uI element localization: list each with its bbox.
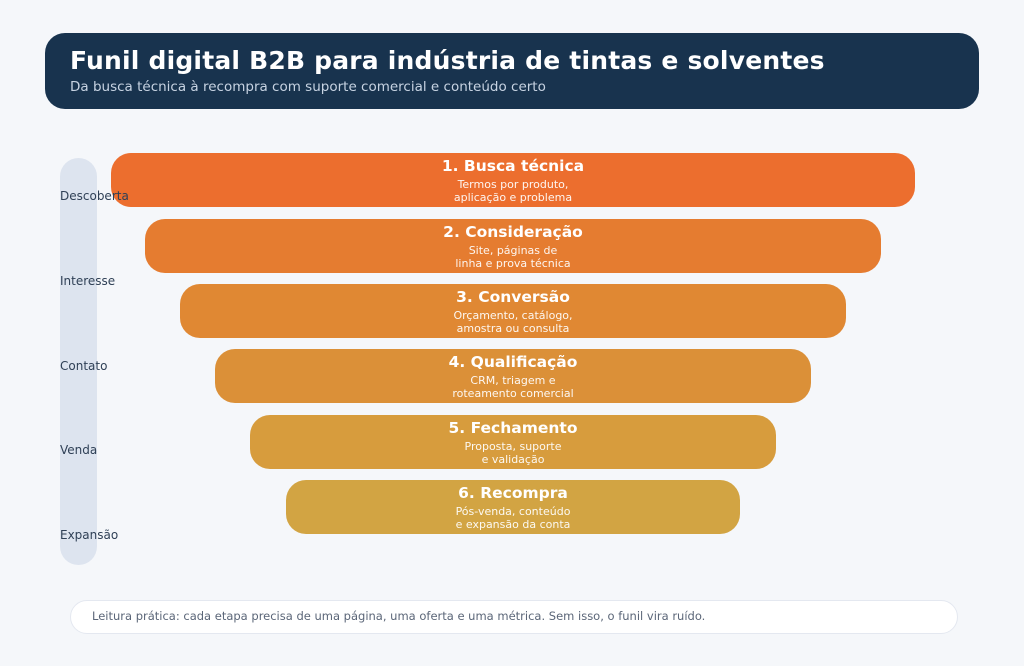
funnel-stage-recompra: 6. Recompra Pós-venda, conteúdo e expans… — [286, 480, 740, 534]
funnel-stage-subtitle: Orçamento, catálogo, amostra ou consulta — [453, 308, 573, 335]
funnel-stage-fechamento: 5. Fechamento Proposta, suporte e valida… — [250, 415, 776, 469]
funnel-stage-subtitle: Proposta, suporte e validação — [464, 439, 562, 466]
stage-rail — [60, 158, 97, 565]
rail-label-interesse: Interesse — [60, 274, 116, 288]
funnel-stage-title: 2. Consideração — [443, 222, 583, 241]
footnote-text: Leitura prática: cada etapa precisa de u… — [92, 609, 706, 624]
funnel-stage-title: 4. Qualificação — [448, 352, 578, 371]
funnel-stage-subtitle: CRM, triagem e roteamento comercial — [452, 373, 574, 400]
page-title: Funil digital B2B para indústria de tint… — [70, 46, 825, 76]
funnel-stage-conversao: 3. Conversão Orçamento, catálogo, amostr… — [180, 284, 846, 338]
funnel-stage-busca-tecnica: 1. Busca técnica Termos por produto, apl… — [111, 153, 915, 207]
funnel-stage-title: 3. Conversão — [456, 287, 570, 306]
rail-label-expansao: Expansão — [60, 528, 119, 542]
page-subtitle: Da busca técnica à recompra com suporte … — [70, 78, 546, 95]
rail-label-descoberta: Descoberta — [60, 189, 129, 203]
rail-label-contato: Contato — [60, 359, 108, 373]
funnel-stage-qualificacao: 4. Qualificação CRM, triagem e roteament… — [215, 349, 811, 403]
funnel-stage-title: 5. Fechamento — [448, 418, 578, 437]
funnel-stage-consideracao: 2. Consideração Site, páginas de linha e… — [145, 219, 881, 273]
funnel-stage-title: 1. Busca técnica — [441, 156, 585, 175]
funnel-stage-subtitle: Termos por produto, aplicação e problema — [453, 177, 573, 204]
funnel-stage-subtitle: Pós-venda, conteúdo e expansão da conta — [455, 504, 571, 531]
header-card: Funil digital B2B para indústria de tint… — [45, 33, 979, 109]
funnel-stage-subtitle: Site, páginas de linha e prova técnica — [455, 243, 571, 270]
footnote-card: Leitura prática: cada etapa precisa de u… — [70, 600, 958, 634]
funnel-stage-title: 6. Recompra — [458, 483, 568, 502]
rail-label-venda: Venda — [60, 443, 98, 457]
